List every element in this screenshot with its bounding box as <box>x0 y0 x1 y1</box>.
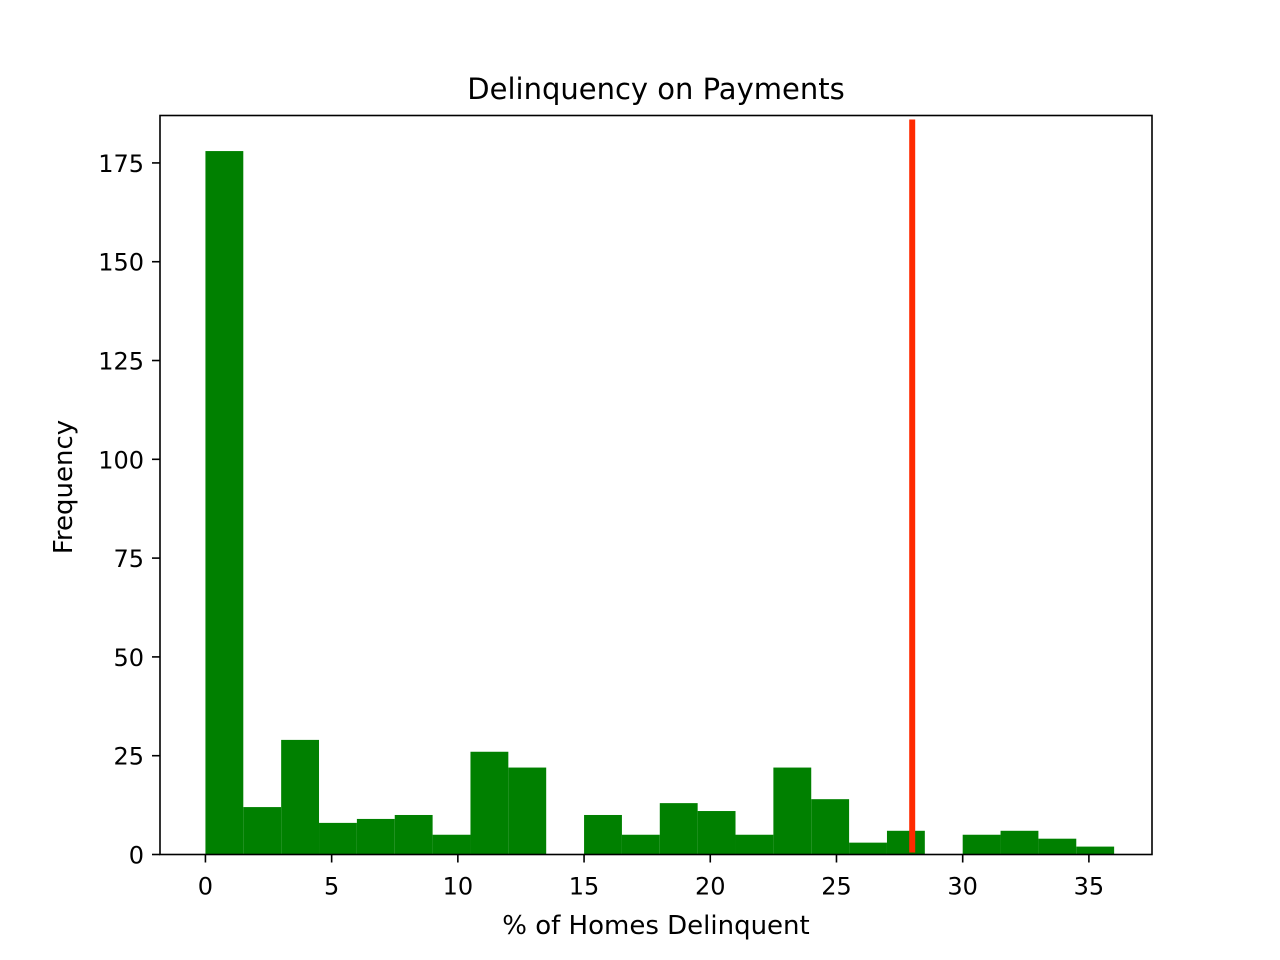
histogram-bar <box>319 822 357 855</box>
histogram-bar <box>281 739 320 855</box>
histogram-bar <box>1076 846 1115 855</box>
histogram-bar <box>659 803 698 855</box>
histogram-bar <box>886 830 925 855</box>
histogram-bar <box>773 767 812 855</box>
x-tick-label: 35 <box>1074 873 1105 901</box>
y-tick-label: 100 <box>98 446 144 474</box>
histogram-bar <box>962 834 1001 855</box>
histogram-bar <box>621 834 660 855</box>
histogram-bar <box>1000 830 1039 855</box>
y-tick-label: 0 <box>129 842 144 870</box>
bars-group <box>205 151 1115 855</box>
y-tick-label: 175 <box>98 150 144 178</box>
y-tick-label: 75 <box>113 545 144 573</box>
histogram-bar <box>205 151 244 855</box>
histogram-bar <box>1038 838 1077 855</box>
x-tick-label: 25 <box>821 873 852 901</box>
histogram-bar <box>811 799 850 855</box>
x-tick-label: 15 <box>569 873 600 901</box>
y-axis-label: Frequency <box>49 420 79 554</box>
x-tick-label: 10 <box>443 873 474 901</box>
histogram-bar <box>243 807 282 855</box>
y-tick-label: 125 <box>98 348 144 376</box>
histogram-bar <box>508 767 547 855</box>
plot-area-frame <box>159 114 1153 856</box>
x-tick-label: 5 <box>324 873 339 901</box>
x-tick-label: 20 <box>695 873 726 901</box>
x-tick-label: 0 <box>198 873 213 901</box>
histogram-bar <box>735 834 774 855</box>
chart-title: Delinquency on Payments <box>467 72 844 106</box>
histogram-bar <box>356 818 395 855</box>
histogram-bar <box>849 842 887 855</box>
histogram-bar <box>584 814 622 855</box>
y-axis-ticks: 0 25 50 75 100 125 150 175 <box>98 150 160 870</box>
y-tick-label: 50 <box>113 644 144 672</box>
x-axis-label: % of Homes Delinquent <box>502 911 809 941</box>
y-tick-label: 25 <box>113 743 144 771</box>
histogram-bar <box>432 834 471 855</box>
x-tick-label: 30 <box>947 873 978 901</box>
histogram-bar <box>470 751 509 855</box>
y-tick-label: 150 <box>98 249 144 277</box>
histogram-bar <box>697 811 736 855</box>
histogram-bar <box>394 814 433 855</box>
x-axis-ticks: 0 5 10 15 20 25 30 35 <box>198 854 1105 901</box>
